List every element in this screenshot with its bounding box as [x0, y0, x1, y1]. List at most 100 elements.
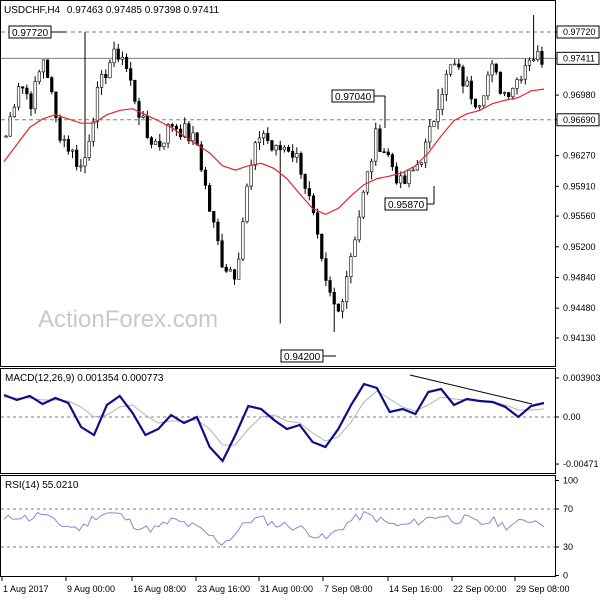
candle-body	[444, 73, 448, 95]
candle-body	[133, 79, 137, 102]
candle-body	[532, 59, 536, 62]
candle-body	[62, 139, 66, 141]
candle-body	[382, 151, 386, 153]
candle-body	[320, 233, 324, 259]
candle-body	[70, 149, 75, 152]
macd-tick-label: 0.003903	[563, 373, 600, 383]
candle-body	[316, 212, 320, 235]
candle-body	[170, 124, 174, 127]
candle-body	[166, 124, 170, 144]
chart-ohlc: 0.97463 0.97485 0.97398 0.97411	[67, 5, 220, 16]
candle-body	[87, 140, 91, 158]
candle-body	[478, 105, 482, 108]
x-tick-label: 31 Aug 00:00	[260, 584, 313, 594]
candle-body	[361, 191, 365, 218]
candle-body	[345, 276, 349, 303]
candle-body	[295, 153, 299, 158]
rsi-pane	[0, 475, 556, 577]
price-annotation-label: 0.94200	[284, 352, 321, 363]
candle-body	[29, 93, 33, 110]
candle-body	[54, 91, 58, 119]
y-tick-label: 0.94840	[563, 272, 596, 282]
candle-body	[112, 48, 116, 64]
candle-body	[419, 162, 424, 166]
y-tick-label: 0.97720	[563, 27, 596, 37]
y-tick-label: 0.94480	[563, 303, 596, 313]
candle-body	[370, 160, 374, 173]
candle-body	[145, 115, 149, 138]
candle-body	[203, 169, 208, 186]
candle-body	[324, 258, 328, 281]
macd-tick-label: 0.00	[563, 412, 581, 422]
price-annotation-label: 0.97040	[335, 92, 372, 103]
level-tag	[556, 25, 600, 39]
chart-symbol: USDCHF,H4	[4, 5, 61, 16]
x-tick-label: 16 Aug 08:00	[133, 584, 186, 594]
candle-body	[511, 87, 515, 98]
candle-body	[183, 123, 187, 138]
candle-body	[465, 80, 469, 87]
candle-body	[237, 258, 241, 280]
candle-body	[336, 303, 340, 312]
y-tick-label: 0.95910	[563, 181, 596, 191]
y-tick-label: 0.96980	[563, 90, 596, 100]
header-line: USDCHF,H4 0.97463 0.97485 0.97398 0.9741…	[4, 5, 220, 16]
candle-body	[79, 165, 83, 168]
y-tick-label: 0.96270	[563, 151, 596, 161]
candle-body	[257, 137, 262, 144]
candle-body	[104, 74, 108, 79]
candle-body	[507, 92, 511, 98]
moving-average-line	[3, 88, 545, 216]
rsi-tick-label: 100	[563, 476, 578, 486]
candle-body	[100, 74, 104, 88]
candle-body	[502, 92, 507, 94]
candle-body	[12, 106, 16, 118]
candle-body	[274, 145, 278, 151]
candle-body	[241, 221, 245, 260]
candle-body	[374, 128, 378, 162]
candle-body	[228, 269, 232, 272]
candle-body	[83, 157, 87, 167]
macd-pane	[0, 368, 556, 474]
x-tick-label: 1 Aug 2017	[3, 584, 49, 594]
candle-body	[245, 185, 249, 222]
candle-body	[50, 77, 54, 93]
candle-body	[349, 256, 353, 277]
x-tick-label: 29 Sep 08:00	[516, 584, 570, 594]
y-tick-label: 0.95200	[563, 242, 596, 252]
candle-body	[527, 59, 532, 66]
candle-body	[282, 146, 286, 151]
candle-body	[195, 132, 199, 146]
candle-body	[58, 117, 62, 141]
candle-body	[461, 66, 465, 87]
candle-body	[75, 149, 79, 167]
candle-body	[95, 87, 100, 122]
rsi-tick-label: 70	[563, 504, 573, 514]
watermark: ActionForex.com	[38, 306, 218, 333]
candle-body	[303, 174, 307, 189]
level-tag	[556, 51, 600, 65]
candle-body	[469, 80, 473, 100]
x-tick-label: 22 Sep 00:00	[453, 584, 507, 594]
candle-body	[428, 126, 432, 143]
candle-body	[403, 175, 407, 184]
candle-body	[116, 48, 120, 60]
macd-tick-label: -0.00471	[563, 459, 599, 469]
candle-body	[191, 132, 195, 142]
candle-body	[4, 135, 8, 138]
candle-body	[16, 86, 21, 108]
candle-body	[46, 59, 50, 78]
candle-body	[91, 121, 95, 142]
candle-body	[137, 101, 141, 118]
candle-body	[515, 79, 519, 89]
candle-body	[473, 98, 478, 108]
candle-body	[212, 211, 216, 223]
candle-body	[162, 142, 166, 148]
candle-body	[307, 188, 311, 197]
candle-body	[498, 71, 502, 94]
candle-body	[490, 63, 494, 76]
candle-body	[407, 169, 411, 184]
y-tick-label: 0.96690	[563, 115, 596, 125]
candle-body	[216, 221, 220, 242]
candle-body	[386, 151, 390, 155]
